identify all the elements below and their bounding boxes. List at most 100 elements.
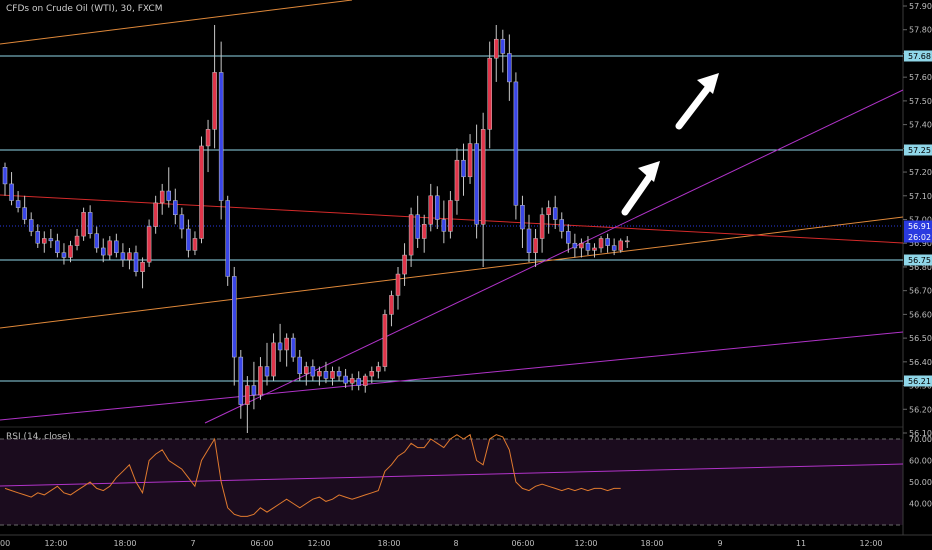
candle-body <box>317 371 322 377</box>
time-tick-label: 11 <box>796 539 806 548</box>
candle-body <box>605 238 610 246</box>
candle-body <box>520 205 525 230</box>
price-tick-label: 56.40 <box>909 358 932 367</box>
candle <box>408 207 414 267</box>
candle-body <box>284 337 289 351</box>
candle-body <box>290 337 296 358</box>
candle <box>526 214 532 263</box>
candle <box>205 119 211 173</box>
price-tick-label: 56.20 <box>909 405 932 414</box>
candle-body <box>42 238 47 244</box>
candle-body <box>87 212 93 234</box>
candle-body <box>271 342 276 377</box>
candle <box>28 212 34 237</box>
candle <box>15 191 21 213</box>
candle <box>461 143 466 196</box>
candle <box>304 361 309 386</box>
candle <box>585 236 591 256</box>
candle-body <box>114 240 119 253</box>
candle <box>513 72 519 220</box>
candle <box>389 290 394 327</box>
candle-body <box>552 207 558 220</box>
trendline-orange-top[interactable] <box>0 0 353 45</box>
candle <box>611 238 617 256</box>
candle-body <box>22 207 27 220</box>
candle-body <box>533 238 538 253</box>
candle <box>238 349 244 419</box>
candle-body <box>107 240 113 256</box>
candle-body <box>467 143 473 178</box>
time-tick-label: 06:00 <box>250 539 273 548</box>
candle-body <box>192 238 198 251</box>
time-tick-label: 18:00 <box>377 539 400 548</box>
candle <box>539 207 545 253</box>
candle <box>35 224 40 248</box>
candle-body <box>277 342 283 351</box>
price-tick-label: 57.00 <box>909 216 932 225</box>
up-arrow-small <box>621 161 660 216</box>
candle-body <box>336 371 342 377</box>
candle-body <box>61 252 67 258</box>
candle-body <box>264 366 270 377</box>
time-tick-label: 9 <box>717 539 722 548</box>
price-tick-label: 57.90 <box>909 2 932 11</box>
candle <box>507 34 512 101</box>
trendline-purple-low[interactable] <box>0 331 904 421</box>
candle-body <box>55 240 60 253</box>
candle-body <box>461 159 466 178</box>
time-axis[interactable]: 00 12:00 18:00 7 06:00 12:00 18:00 8 06:00 12:00 1… <box>0 539 883 548</box>
candle <box>625 236 630 248</box>
price-tick-label: 57.10 <box>909 192 932 201</box>
candle <box>598 236 604 253</box>
candle <box>186 219 191 258</box>
candle-body <box>323 371 329 379</box>
time-tick-label: 12:00 <box>574 539 597 548</box>
candle <box>428 183 433 232</box>
rsi-trendline[interactable] <box>0 463 904 487</box>
time-tick-label: 12:00 <box>307 539 330 548</box>
candle <box>605 233 610 253</box>
candle <box>146 219 152 267</box>
time-tick-label: 12:00 <box>44 539 67 548</box>
candle-body <box>68 245 73 258</box>
candle-body <box>369 371 375 377</box>
candle <box>533 228 538 267</box>
candle <box>343 368 348 388</box>
candle <box>232 266 237 386</box>
rsi-tick-label: 40.00 <box>909 500 932 509</box>
candle-body <box>48 238 54 242</box>
candle-body <box>513 81 519 206</box>
price-tag-box <box>904 231 932 243</box>
candle <box>107 236 113 260</box>
time-tick-label: 12:00 <box>859 539 882 548</box>
price-tag-label: 26:02 <box>908 233 931 242</box>
price-tag: 56.75 <box>904 254 932 266</box>
candle-body <box>526 228 532 253</box>
candle <box>382 309 388 372</box>
price-tick-label: 57.40 <box>909 121 932 130</box>
candle <box>258 357 263 400</box>
price-tick-label: 56.90 <box>909 239 932 248</box>
time-tick-label: 7 <box>190 539 195 548</box>
rsi-line <box>4 433 621 517</box>
candle <box>2 162 8 196</box>
candle <box>114 233 119 258</box>
candle-body <box>454 159 460 201</box>
candle-body <box>159 190 165 204</box>
candle <box>140 257 145 289</box>
candle-body <box>402 254 407 275</box>
candle <box>225 195 230 286</box>
time-tick-label: 8 <box>453 539 458 548</box>
rsi-tick-label: 60.00 <box>909 457 932 466</box>
candle <box>552 195 558 229</box>
candle-body <box>618 240 623 251</box>
candle-body <box>487 57 492 130</box>
candle-body <box>245 385 250 405</box>
candle <box>421 214 427 253</box>
price-tick-label: 57.20 <box>909 168 932 177</box>
candle-body <box>120 252 126 261</box>
trendline-purple-steep[interactable] <box>204 89 904 424</box>
candle-body <box>166 190 171 201</box>
candle <box>435 186 440 229</box>
